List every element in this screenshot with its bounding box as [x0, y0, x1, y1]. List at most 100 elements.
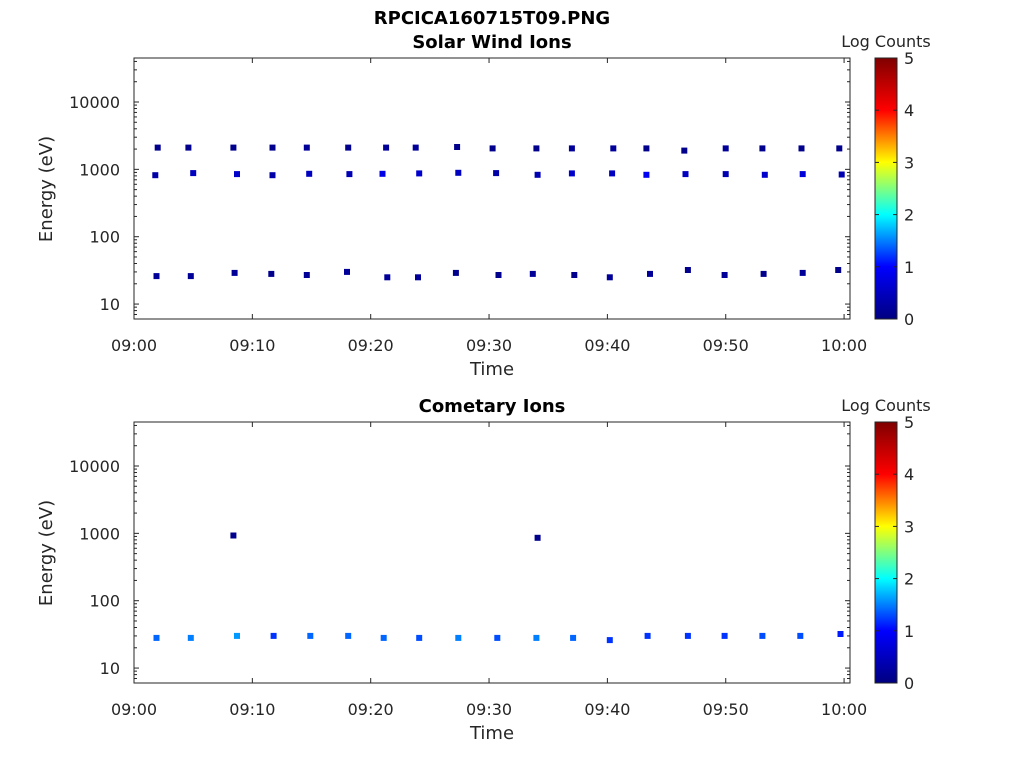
x-tick-label: 09:00	[111, 700, 157, 719]
x-tick-label: 09:50	[703, 700, 749, 719]
heatmap-cell	[759, 145, 766, 152]
heatmap-cell	[836, 145, 843, 152]
heatmap-cell	[609, 170, 616, 177]
heatmap-cell	[534, 171, 541, 178]
heatmap-cell	[570, 634, 577, 641]
colorbar-tick-label: 3	[904, 517, 914, 536]
heatmap-cell	[269, 172, 276, 179]
heatmap-cell	[153, 273, 160, 280]
heatmap-cell	[643, 171, 650, 178]
heatmap-cell	[644, 632, 651, 639]
heatmap-cell	[568, 170, 575, 177]
heatmap-cell	[495, 272, 502, 278]
colorbar-tick-label: 2	[904, 206, 914, 225]
figure-title: RPCICA160715T09.PNG	[374, 8, 610, 29]
heatmap-cell	[455, 634, 462, 641]
heatmap-cell	[303, 272, 310, 278]
heatmap-cell	[269, 144, 276, 151]
heatmap-cell	[494, 634, 501, 641]
heatmap-cell	[346, 171, 353, 178]
heatmap-cell	[684, 267, 691, 273]
heatmap-cell	[345, 144, 352, 151]
colorbar-tick-label: 5	[904, 49, 914, 68]
heatmap-cell	[379, 170, 386, 177]
x-axis-label-solar-wind: Time	[469, 359, 514, 380]
heatmap-cell	[799, 269, 806, 276]
panel-title-cometary: Cometary Ions	[419, 396, 566, 417]
heatmap-cell	[303, 144, 310, 151]
x-tick-label: 09:30	[466, 336, 512, 355]
y-tick-label: 100	[89, 228, 120, 247]
heatmap-cell	[454, 144, 461, 150]
heatmap-cell	[231, 269, 238, 276]
colorbar-tick-label: 0	[904, 674, 914, 693]
heatmap-cell	[455, 169, 462, 176]
heatmap-cell	[185, 144, 192, 151]
y-axis-solar-wind: 10 100 1000 10000	[69, 60, 850, 320]
y-tick-label: 10000	[69, 457, 120, 476]
colorbar-tick-label: 5	[904, 413, 914, 432]
x-axis-solar-wind: 09:00 09:10 09:20 09:30 09:40 09:50 10:00	[111, 58, 867, 355]
y-tick-label: 10000	[69, 93, 120, 112]
heatmap-cell	[415, 274, 421, 281]
heatmap-cell	[761, 171, 768, 178]
heatmap-cell	[835, 267, 842, 273]
heatmap-cell	[721, 632, 728, 639]
colorbar-ticks-solar-wind: 0 1 2 3 4 5	[875, 49, 914, 329]
y-tick-label: 1000	[79, 524, 120, 543]
heatmap-cell	[568, 145, 575, 152]
heatmap-cell	[230, 144, 237, 151]
cometary-panel: Cometary Ions 09:00 09:10 09:20 09:30 09:40 0…	[36, 396, 931, 744]
y-axis-label-solar-wind: Energy (eV)	[36, 136, 57, 242]
heatmap-cell	[606, 274, 613, 281]
x-tick-label: 09:10	[229, 336, 275, 355]
heatmap-cell	[534, 534, 541, 541]
y-axis-cometary: 10 100 1000 10000	[69, 424, 850, 684]
x-axis-cometary: 09:00 09:10 09:20 09:30 09:40 09:50 10:00	[111, 422, 867, 719]
heatmap-cell	[380, 634, 387, 641]
heatmap-cell	[152, 172, 159, 179]
heatmap-cell	[529, 270, 536, 277]
x-tick-label: 09:40	[584, 336, 630, 355]
heatmap-cell	[345, 632, 352, 639]
y-tick-label: 100	[89, 592, 120, 611]
heatmap-cell	[647, 270, 653, 277]
colorbar-cometary	[874, 421, 898, 684]
x-tick-label: 09:20	[348, 700, 394, 719]
x-tick-label: 09:00	[111, 336, 157, 355]
solar-wind-panel: Solar Wind Ions 09:00 09:10 09:20 09:30 09:4…	[36, 32, 931, 380]
colorbar-tick-label: 1	[904, 258, 914, 277]
colorbar-solar-wind	[874, 57, 898, 320]
heatmap-cell	[799, 171, 806, 178]
y-tick-label: 1000	[79, 160, 120, 179]
heatmap-cell	[571, 272, 578, 278]
heatmap-cell	[837, 631, 844, 637]
x-tick-label: 09:10	[229, 700, 275, 719]
heatmap-cell	[838, 171, 845, 178]
heatmap-cell	[416, 634, 423, 641]
heatmap-cell	[412, 144, 419, 151]
colorbar-tick-label: 4	[904, 101, 914, 120]
heatmap-cells-solar-wind	[152, 144, 845, 281]
heatmap-cell	[307, 632, 314, 639]
colorbar-ticks-cometary: 0 1 2 3 4 5	[875, 413, 914, 693]
heatmap-cell	[722, 145, 729, 152]
heatmap-cell	[270, 632, 277, 639]
x-tick-label: 10:00	[821, 336, 867, 355]
heatmap-cell	[268, 270, 275, 277]
x-tick-label: 09:30	[466, 700, 512, 719]
y-axis-label-cometary: Energy (eV)	[36, 500, 57, 606]
heatmap-cell	[230, 532, 237, 539]
heatmap-cell	[798, 145, 805, 152]
x-tick-label: 09:40	[584, 700, 630, 719]
y-tick-label: 10	[100, 659, 120, 678]
plot-area-solar-wind	[133, 57, 851, 320]
heatmap-cell	[759, 632, 766, 639]
heatmap-cell	[643, 145, 650, 152]
heatmap-cell	[489, 145, 496, 152]
colorbar-tick-label: 2	[904, 570, 914, 589]
colorbar-tick-label: 4	[904, 465, 914, 484]
heatmap-cell	[610, 145, 617, 152]
heatmap-cell	[153, 634, 160, 641]
x-tick-label: 10:00	[821, 700, 867, 719]
